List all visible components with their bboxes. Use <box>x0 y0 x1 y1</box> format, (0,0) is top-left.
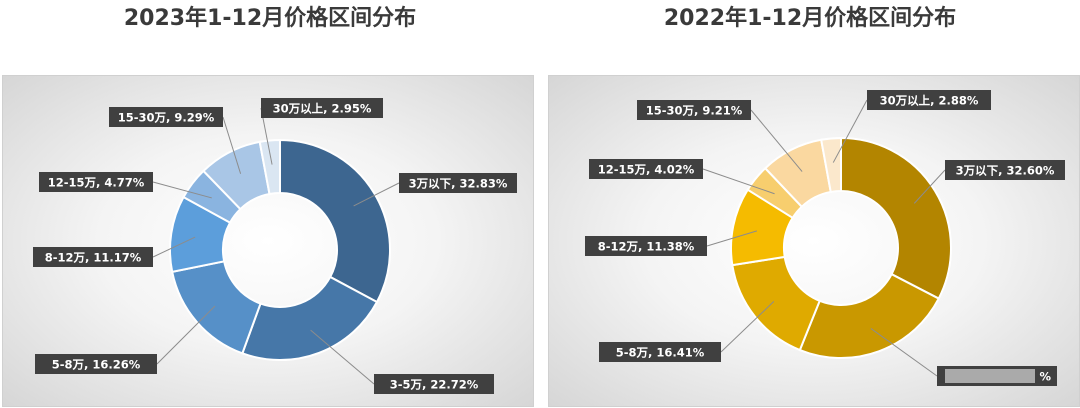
slice-2023-5-8w <box>171 260 262 355</box>
data-label-2023-over-30w: 30万以上, 2.95% <box>261 98 383 118</box>
slice-2023-3-5w <box>241 275 379 361</box>
data-label-2023-12-15w: 12-15万, 4.77% <box>39 172 153 192</box>
data-label-text: 8-12万, 11.17% <box>45 251 142 265</box>
slice-2022-over-30w <box>820 136 842 194</box>
leader-line-2022-5-8w <box>720 301 775 353</box>
data-label-box <box>39 172 153 192</box>
data-label-box <box>945 160 1065 180</box>
data-label-2023-15-30w: 15-30万, 9.29% <box>109 107 223 127</box>
slice-2022-under-3w <box>840 136 952 300</box>
leader-line-2023-under-3w <box>353 182 400 207</box>
label-obscured-area <box>945 369 1035 383</box>
leader-line-2022-12-15w <box>702 168 775 195</box>
data-label-text: 12-15万, 4.77% <box>48 176 145 190</box>
data-label-box <box>374 374 494 394</box>
data-label-box <box>399 173 517 193</box>
slice-2023-over-30w <box>258 138 281 196</box>
data-label-text: % <box>1039 370 1051 384</box>
data-label-box <box>589 159 703 179</box>
data-label-2022-12-15w: 12-15万, 4.02% <box>589 159 703 179</box>
data-label-2022-3-5w: % <box>937 366 1057 386</box>
data-label-text: 8-12万, 11.38% <box>598 240 695 254</box>
data-label-text: 30万以上, 2.88% <box>880 94 979 108</box>
data-label-text: 3-5万, 22.72% <box>390 378 479 392</box>
leader-line-2023-15-30w <box>222 116 242 174</box>
data-label-box <box>35 354 157 374</box>
data-label-box <box>867 90 991 110</box>
data-label-box <box>109 107 223 127</box>
data-label-text: 5-8万, 16.26% <box>52 358 141 372</box>
leader-line-2022-15-30w <box>750 109 803 172</box>
donut-chart-2022: 3万以下, 32.60%% 5-8万, 16.41% 8-12万, 11.38% 12… <box>585 90 1065 386</box>
data-label-2022-under-3w: 3万以下, 32.60% <box>945 160 1065 180</box>
data-label-text: 5-8万, 16.41% <box>616 346 705 360</box>
data-label-2022-8-12w: 8-12万, 11.38% <box>585 236 707 256</box>
data-label-box <box>637 100 751 120</box>
data-label-2023-3-5w: 3-5万, 22.72% <box>374 374 494 394</box>
leader-line-2023-8-12w <box>152 236 196 258</box>
data-label-box <box>261 98 383 118</box>
leader-line-2022-over-30w <box>832 99 868 163</box>
slice-2023-under-3w <box>279 138 391 304</box>
data-label-box <box>599 342 721 362</box>
chart-title-2022: 2022年1-12月价格区间分布 <box>663 6 957 31</box>
leader-line-2023-5-8w <box>156 305 216 365</box>
chart-panel-2022: 3万以下, 32.60%% 5-8万, 16.41% 8-12万, 11.38% 12… <box>548 75 1080 407</box>
donut-chart-2023: 3万以下, 32.83% 3-5万, 22.72% 5-8万, 16.26% 8-12… <box>33 98 517 394</box>
data-label-2023-8-12w: 8-12万, 11.17% <box>33 247 153 267</box>
data-label-text: 3万以下, 32.60% <box>956 164 1055 178</box>
leader-line-2023-12-15w <box>152 181 212 199</box>
data-label-text: 15-30万, 9.29% <box>118 111 215 125</box>
data-label-text: 30万以上, 2.95% <box>273 102 372 116</box>
data-label-2022-over-30w: 30万以上, 2.88% <box>867 90 991 110</box>
leader-line-2022-8-12w <box>706 230 758 247</box>
leader-line-2023-3-5w <box>310 329 375 385</box>
data-label-2023-under-3w: 3万以下, 32.83% <box>399 173 517 193</box>
data-label-box <box>33 247 153 267</box>
chart-title-2023: 2023年1-12月价格区间分布 <box>123 6 417 31</box>
leader-line-2022-3-5w <box>870 328 938 377</box>
data-label-text: 15-30万, 9.21% <box>646 104 743 118</box>
data-label-2023-5-8w: 5-8万, 16.26% <box>35 354 157 374</box>
leader-line-2022-under-3w <box>913 169 946 204</box>
data-label-box <box>585 236 707 256</box>
chart-panel-2023: 3万以下, 32.83% 3-5万, 22.72% 5-8万, 16.26% 8-12… <box>2 75 534 407</box>
data-label-text: 3万以下, 32.83% <box>409 177 508 191</box>
data-label-2022-15-30w: 15-30万, 9.21% <box>637 100 751 120</box>
data-label-2022-5-8w: 5-8万, 16.41% <box>599 342 721 362</box>
slice-2022-3-5w <box>798 272 941 359</box>
data-label-text: 12-15万, 4.02% <box>598 163 695 177</box>
